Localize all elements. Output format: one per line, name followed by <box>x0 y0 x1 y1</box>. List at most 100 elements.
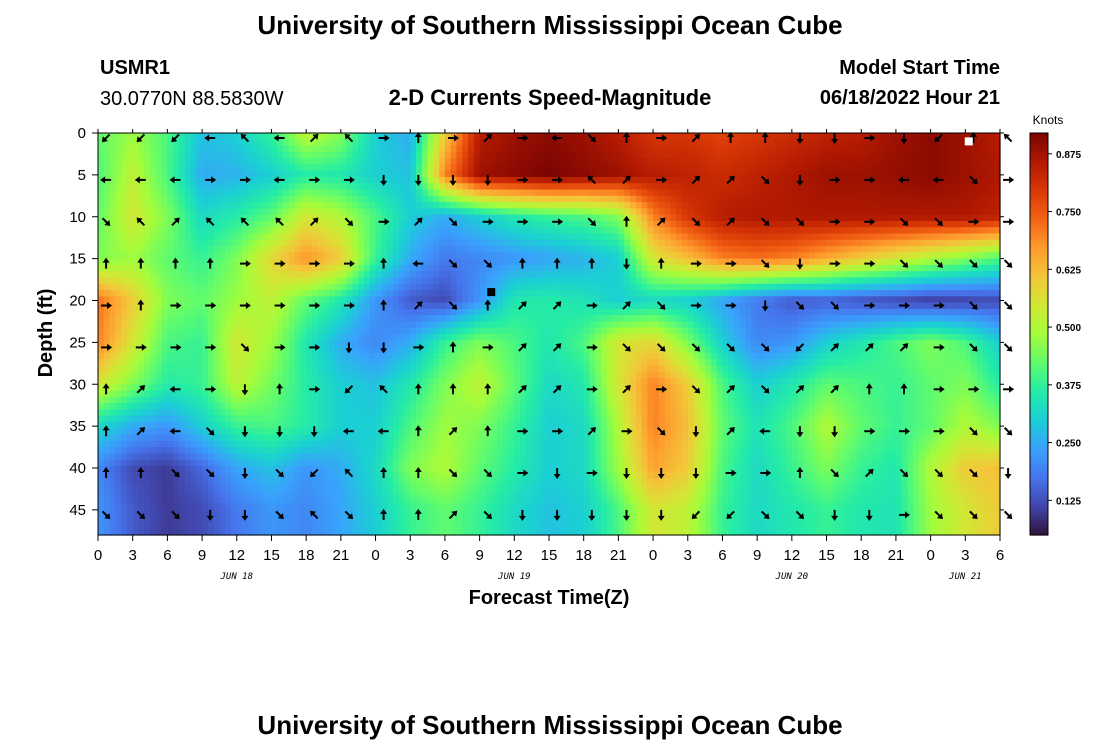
heatmap-cell <box>543 151 550 159</box>
heatmap-cell <box>681 158 689 166</box>
heatmap-cell <box>479 133 486 140</box>
heatmap-cell <box>913 239 920 247</box>
heatmap-cell <box>774 308 781 316</box>
heatmap-cell <box>363 139 371 147</box>
heatmap-cell <box>971 315 978 323</box>
heatmap-cell <box>843 139 851 147</box>
heatmap-cell <box>629 258 637 266</box>
heatmap-cell <box>670 145 677 153</box>
heatmap-cell <box>814 283 822 291</box>
heatmap-cell <box>184 246 192 253</box>
heatmap-cell <box>884 183 891 191</box>
heatmap-cell <box>288 277 296 285</box>
heatmap-cell <box>288 202 296 209</box>
heatmap-cell <box>965 283 972 291</box>
heatmap-cell <box>786 308 793 316</box>
heatmap-cell <box>924 183 932 191</box>
heatmap-cell <box>132 195 140 203</box>
heatmap-cell <box>757 246 764 253</box>
heatmap-cell <box>693 189 700 197</box>
heatmap-cell <box>843 164 851 172</box>
heatmap-cell <box>254 252 261 260</box>
heatmap-cell <box>774 296 781 304</box>
heatmap-cell <box>444 227 452 235</box>
heatmap-cell <box>959 264 966 272</box>
heatmap-cell <box>346 264 354 272</box>
heatmap-cell <box>416 202 423 209</box>
heatmap-cell <box>103 145 111 153</box>
heatmap-cell <box>780 233 787 241</box>
heatmap-cell <box>288 170 296 178</box>
heatmap-cell <box>618 158 625 166</box>
heatmap-cell <box>762 283 770 291</box>
heatmap-cell <box>346 164 354 172</box>
heatmap-cell <box>762 189 770 197</box>
heatmap-cell <box>178 302 186 310</box>
heatmap-cell <box>132 158 140 166</box>
heatmap-cell <box>456 239 463 247</box>
heatmap-cell <box>901 246 909 253</box>
heatmap-cell <box>687 158 695 166</box>
heatmap-cell <box>855 208 862 216</box>
heatmap-cell <box>450 214 458 222</box>
heatmap-cell <box>225 158 232 166</box>
heatmap-cell <box>959 239 966 247</box>
heatmap-cell <box>144 315 151 323</box>
heatmap-cell <box>496 302 504 310</box>
heatmap-cell <box>340 189 348 197</box>
heatmap-cell <box>132 264 140 272</box>
heatmap-cell <box>693 321 700 329</box>
heatmap-cell <box>849 296 857 304</box>
heatmap-cell <box>930 315 937 323</box>
heatmap-cell <box>450 277 458 285</box>
heatmap-cell <box>618 302 625 310</box>
heatmap-cell <box>670 264 677 272</box>
heatmap-cell <box>947 139 955 147</box>
heatmap-cell <box>809 158 816 166</box>
heatmap-cell <box>248 195 255 203</box>
heatmap-cell <box>115 290 122 297</box>
heatmap-cell <box>549 233 556 241</box>
heatmap-cell <box>439 164 446 172</box>
heatmap-cell <box>872 158 880 166</box>
heatmap-cell <box>855 239 862 247</box>
heatmap-cell <box>768 183 776 191</box>
heatmap-cell <box>872 227 880 235</box>
heatmap-cell <box>109 151 116 159</box>
heatmap-cell <box>543 133 550 140</box>
heatmap-cell <box>797 164 805 172</box>
heatmap-cell <box>924 296 932 304</box>
heatmap-cell <box>155 164 163 172</box>
heatmap-cell <box>103 139 111 147</box>
heatmap-cell <box>340 321 348 329</box>
heatmap-cell <box>838 258 845 266</box>
heatmap-cell <box>549 133 556 140</box>
heatmap-cell <box>930 170 937 178</box>
heatmap-cell <box>444 202 452 209</box>
heatmap-cell <box>306 183 313 191</box>
heatmap-cell <box>311 183 319 191</box>
heatmap-cell <box>115 283 122 291</box>
heatmap-cell <box>271 258 278 266</box>
heatmap-cell <box>433 214 440 222</box>
heatmap-cell <box>971 189 978 197</box>
heatmap-cell <box>329 277 336 285</box>
heatmap-cell <box>525 271 533 279</box>
heatmap-cell <box>537 283 544 291</box>
heatmap-cell <box>144 227 151 235</box>
heatmap-cell <box>629 252 637 260</box>
heatmap-cell <box>225 290 232 297</box>
heatmap-cell <box>126 189 134 197</box>
heatmap-cell <box>190 296 197 304</box>
heatmap-cell <box>705 264 712 272</box>
heatmap-cell <box>525 264 533 272</box>
heatmap-cell <box>647 290 654 297</box>
heatmap-cell <box>121 202 128 209</box>
heatmap-cell <box>265 327 273 335</box>
heatmap-cell <box>560 220 567 228</box>
heatmap-cell <box>144 252 151 260</box>
heatmap-cell <box>213 183 221 191</box>
heatmap-cell <box>531 252 539 260</box>
heatmap-cell <box>531 321 539 329</box>
heatmap-cell <box>861 283 868 291</box>
